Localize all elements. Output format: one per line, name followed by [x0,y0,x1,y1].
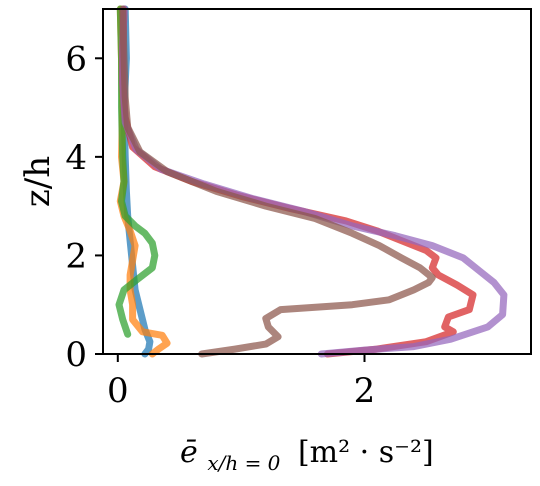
y-tick-label: 6 [65,39,87,79]
series-line-6 [119,5,436,358]
y-tick-label: 0 [65,335,87,375]
series-layer [115,5,508,358]
x-axis-label-unit: [m² · s⁻²] [298,435,434,470]
series-line-1 [120,5,154,358]
x-tick-label: 0 [107,371,129,411]
series-line-3 [115,5,159,338]
y-axis-label: z/h [18,156,58,207]
x-axis-label: ē x/h = 0 [m² · s⁻²] [180,435,434,478]
series-line-5 [119,5,508,358]
plot-frame [102,8,532,355]
ticks-layer: 0 2 0 2 4 6 [65,39,375,411]
x-axis-label-main: ē [180,435,198,470]
x-axis-label-sub: x/h = 0 [207,451,280,475]
y-tick-label: 2 [65,236,87,276]
y-tick-label: 4 [65,138,87,178]
series-line-4 [119,5,477,358]
x-tick-label: 2 [354,371,376,411]
